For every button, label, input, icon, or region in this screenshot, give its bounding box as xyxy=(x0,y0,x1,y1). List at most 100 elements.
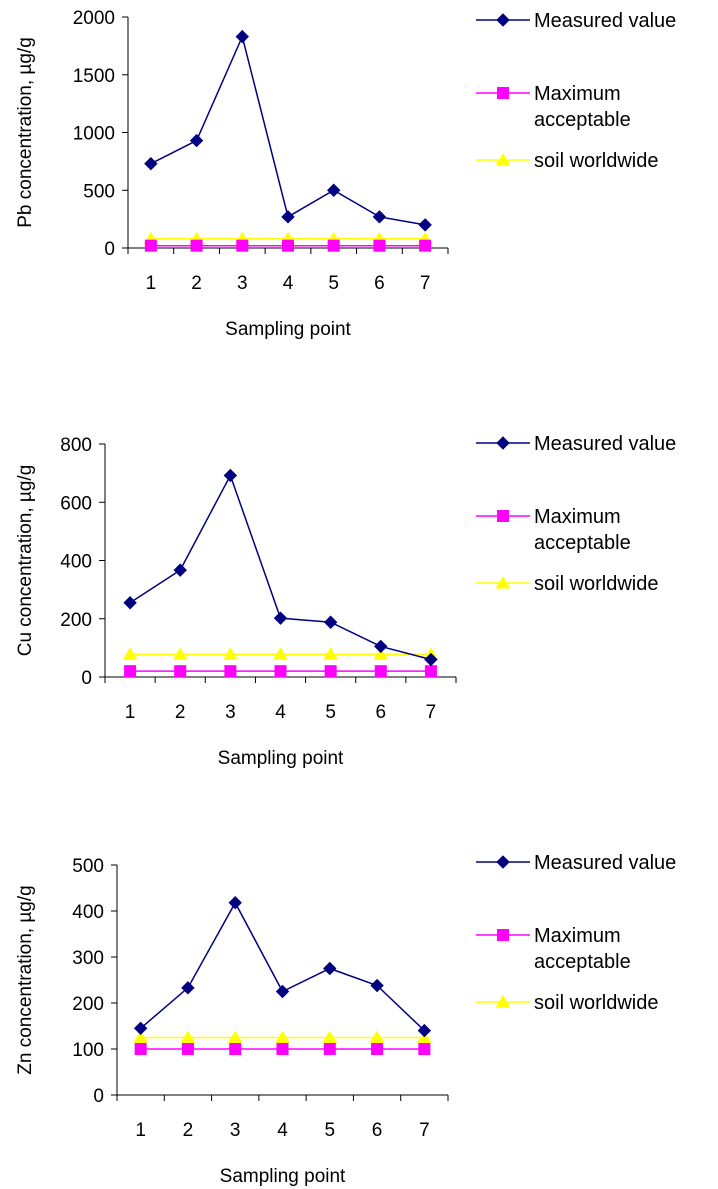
x-tick-label: 5 xyxy=(325,702,336,723)
x-axis-title: Sampling point xyxy=(220,1166,346,1187)
data-point-soil xyxy=(222,647,238,660)
data-point-maximum xyxy=(373,239,386,252)
y-axis-title: Pb concentration, µg/g xyxy=(15,37,36,228)
data-point-soil xyxy=(323,647,339,660)
y-tick-label: 300 xyxy=(72,948,104,969)
legend-item-measured: Measured value xyxy=(476,433,676,455)
data-point-maximum xyxy=(134,1043,147,1055)
y-tick-label: 200 xyxy=(60,610,92,631)
x-tick-label: 2 xyxy=(183,1120,194,1141)
data-point-maximum xyxy=(323,1043,336,1055)
legend-label: acceptable xyxy=(534,109,631,131)
y-tick-label: 400 xyxy=(72,902,104,923)
legend-marker xyxy=(497,87,509,99)
data-point-measured xyxy=(123,596,137,610)
data-point-maximum xyxy=(374,665,387,678)
legend-label: soil worldwide xyxy=(534,992,659,1014)
data-point-soil xyxy=(273,647,288,660)
legend-item-soil: soil worldwide xyxy=(476,573,659,595)
y-tick-label: 1000 xyxy=(73,124,115,145)
legend-label: Maximum xyxy=(534,925,621,947)
x-tick-label: 7 xyxy=(420,273,431,294)
x-tick-label: 1 xyxy=(135,1120,146,1141)
data-point-maximum xyxy=(419,239,432,252)
data-point-measured xyxy=(228,896,242,910)
y-tick-label: 0 xyxy=(93,1086,104,1107)
y-tick-label: 500 xyxy=(72,856,104,877)
data-point-maximum xyxy=(174,665,187,678)
y-tick-label: 800 xyxy=(60,435,92,456)
data-point-measured xyxy=(275,984,290,999)
x-tick-label: 7 xyxy=(426,702,437,723)
x-tick-label: 1 xyxy=(125,702,136,723)
data-point-maximum xyxy=(229,1043,242,1055)
legend-marker xyxy=(495,995,511,1008)
legend-label: soil worldwide xyxy=(534,150,659,172)
x-tick-label: 6 xyxy=(372,1120,383,1141)
data-point-measured xyxy=(223,468,238,483)
data-point-measured xyxy=(424,652,438,667)
legend-marker xyxy=(497,510,509,522)
x-tick-label: 4 xyxy=(277,1120,288,1141)
data-point-maximum xyxy=(327,239,340,252)
data-point-measured xyxy=(323,961,337,976)
data-point-maximum xyxy=(324,665,337,678)
data-point-measured xyxy=(372,210,387,224)
data-point-measured xyxy=(273,611,288,625)
data-point-soil xyxy=(133,1030,149,1043)
data-point-measured xyxy=(181,981,195,995)
data-point-maximum xyxy=(274,665,287,678)
x-tick-label: 1 xyxy=(146,273,157,294)
data-point-maximum xyxy=(236,239,249,252)
data-point-measured xyxy=(281,210,295,224)
legend-marker xyxy=(495,576,511,589)
legend-marker xyxy=(496,855,510,869)
legend-item-maximum: Maximum acceptable xyxy=(476,506,631,554)
data-point-measured xyxy=(327,183,341,197)
x-tick-label: 4 xyxy=(283,273,294,294)
x-tick-label: 5 xyxy=(324,1120,335,1141)
y-tick-label: 100 xyxy=(72,1040,104,1061)
data-point-maximum xyxy=(418,1043,431,1055)
legend-item-maximum: Maximum acceptable xyxy=(476,925,631,973)
legend-label: soil worldwide xyxy=(534,573,659,595)
x-tick-label: 5 xyxy=(328,273,339,294)
x-tick-label: 4 xyxy=(275,702,286,723)
x-tick-label: 6 xyxy=(374,273,385,294)
legend-marker xyxy=(496,13,510,27)
x-axis-title: Sampling point xyxy=(225,319,351,340)
data-point-measured xyxy=(374,639,388,654)
y-tick-label: 600 xyxy=(60,493,92,514)
legend-item-soil: soil worldwide xyxy=(476,150,659,172)
x-tick-label: 2 xyxy=(175,702,186,723)
data-point-maximum xyxy=(224,665,237,678)
data-point-soil xyxy=(172,647,188,660)
legend-label: acceptable xyxy=(534,532,631,554)
legend-marker xyxy=(497,929,509,941)
x-tick-label: 7 xyxy=(419,1120,430,1141)
legend-marker xyxy=(495,153,511,166)
legend-label: Maximum xyxy=(534,83,621,105)
y-tick-label: 400 xyxy=(60,552,92,573)
data-point-soil xyxy=(373,647,389,660)
data-point-measured xyxy=(323,615,338,629)
legend-label: Measured value xyxy=(534,10,676,32)
legend-item-measured: Measured value xyxy=(476,852,676,874)
data-point-maximum xyxy=(190,239,203,252)
data-point-measured xyxy=(235,29,249,44)
data-point-maximum xyxy=(181,1043,194,1055)
legend-label: Maximum xyxy=(534,506,621,528)
data-point-measured xyxy=(370,978,384,993)
y-axis-title: Zn concentration, µg/g xyxy=(15,885,36,1074)
data-point-soil xyxy=(369,1030,385,1043)
legend-marker xyxy=(496,436,510,450)
data-point-measured xyxy=(417,1023,432,1038)
data-point-soil xyxy=(227,1030,243,1043)
legend-item-soil: soil worldwide xyxy=(476,992,659,1014)
data-point-maximum xyxy=(371,1043,384,1055)
data-point-measured xyxy=(173,563,187,577)
legend-label: Measured value xyxy=(534,433,676,455)
legend-item-measured: Measured value xyxy=(476,10,676,32)
data-point-maximum xyxy=(144,239,157,252)
